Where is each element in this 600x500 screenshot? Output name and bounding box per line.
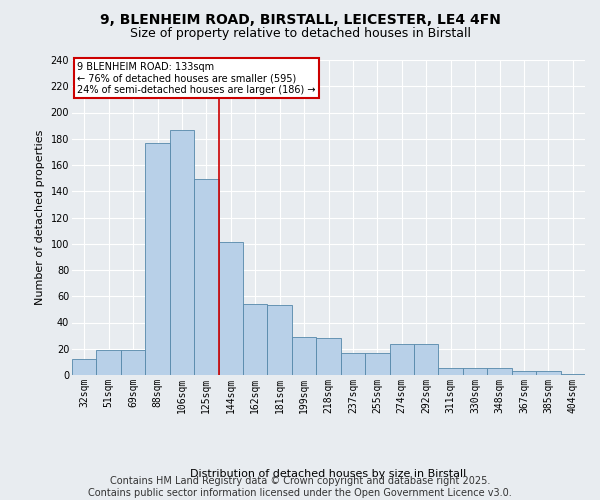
- Bar: [341, 352, 365, 375]
- Bar: [414, 344, 439, 375]
- Bar: [243, 304, 268, 375]
- Text: Contains HM Land Registry data © Crown copyright and database right 2025.
Contai: Contains HM Land Registry data © Crown c…: [88, 476, 512, 498]
- Bar: [145, 142, 170, 375]
- Bar: [439, 368, 463, 375]
- Bar: [389, 344, 414, 375]
- Bar: [512, 371, 536, 375]
- Bar: [218, 242, 243, 375]
- X-axis label: Distribution of detached houses by size in Birstall: Distribution of detached houses by size …: [190, 468, 467, 478]
- Bar: [487, 368, 512, 375]
- Bar: [97, 350, 121, 375]
- Text: Size of property relative to detached houses in Birstall: Size of property relative to detached ho…: [130, 28, 470, 40]
- Bar: [292, 337, 316, 375]
- Y-axis label: Number of detached properties: Number of detached properties: [35, 130, 45, 305]
- Bar: [560, 374, 585, 375]
- Bar: [268, 306, 292, 375]
- Bar: [170, 130, 194, 375]
- Bar: [365, 352, 389, 375]
- Bar: [72, 359, 97, 375]
- Bar: [463, 368, 487, 375]
- Text: 9, BLENHEIM ROAD, BIRSTALL, LEICESTER, LE4 4FN: 9, BLENHEIM ROAD, BIRSTALL, LEICESTER, L…: [100, 12, 500, 26]
- Text: 9 BLENHEIM ROAD: 133sqm
← 76% of detached houses are smaller (595)
24% of semi-d: 9 BLENHEIM ROAD: 133sqm ← 76% of detache…: [77, 62, 316, 95]
- Bar: [316, 338, 341, 375]
- Bar: [121, 350, 145, 375]
- Bar: [536, 371, 560, 375]
- Bar: [194, 180, 218, 375]
